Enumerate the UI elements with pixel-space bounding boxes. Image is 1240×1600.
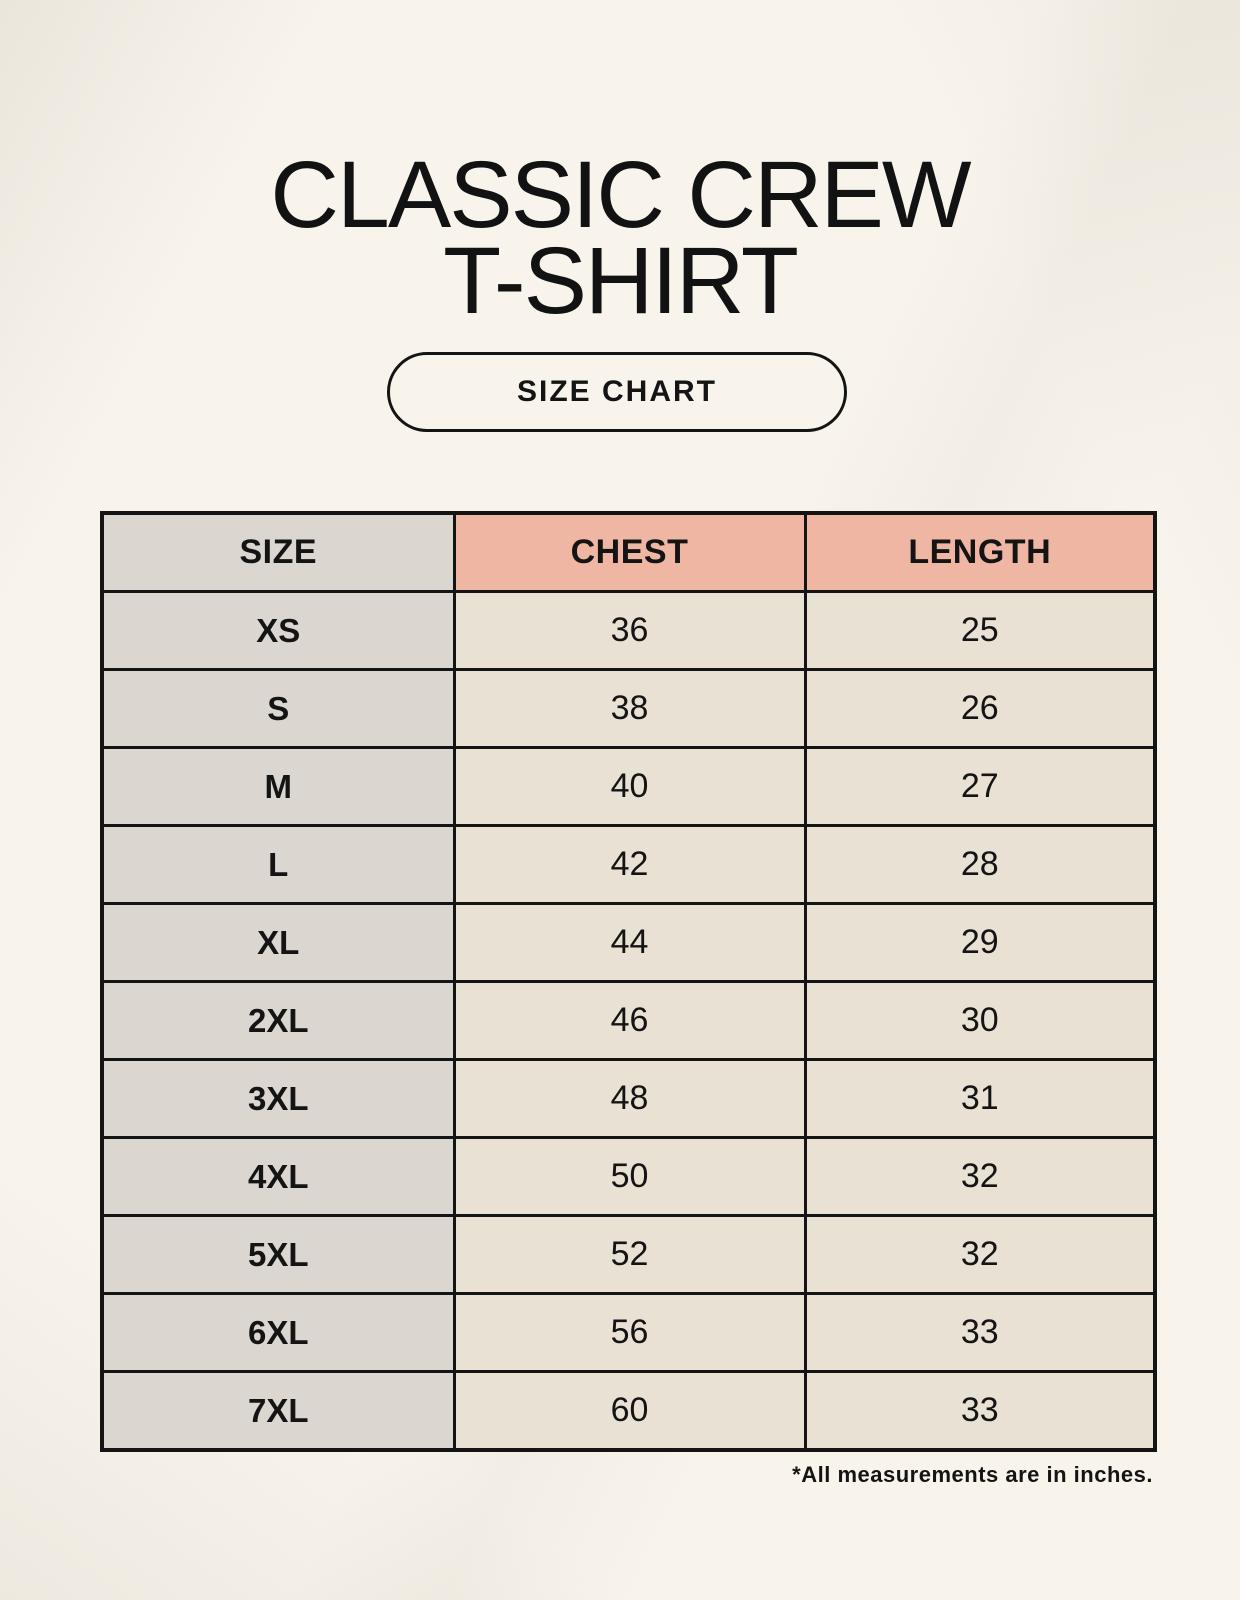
size-cell: XL — [100, 902, 456, 983]
chest-value: 44 — [452, 902, 807, 983]
chest-value: 56 — [452, 1292, 807, 1373]
header-chest: CHEST — [452, 511, 807, 593]
chest-value: 52 — [452, 1214, 807, 1295]
length-value: 31 — [803, 1058, 1157, 1139]
size-cell: 5XL — [100, 1214, 456, 1295]
chest-value: 60 — [452, 1370, 807, 1452]
header-size: SIZE — [100, 511, 456, 593]
table-row: 4XL 50 32 — [100, 1136, 1157, 1217]
chest-value: 48 — [452, 1058, 807, 1139]
page-title: CLASSIC CREW T-SHIRT — [0, 141, 1240, 335]
size-cell: L — [100, 824, 456, 905]
size-chart-button-label: SIZE CHART — [517, 375, 717, 408]
table-row: 2XL 46 30 — [100, 980, 1157, 1061]
length-value: 25 — [803, 590, 1157, 671]
size-cell: 7XL — [100, 1370, 456, 1452]
size-table: SIZE CHEST LENGTH XS 36 25 S 38 26 M 40 … — [100, 511, 1157, 1452]
table-row: S 38 26 — [100, 668, 1157, 749]
length-value: 29 — [803, 902, 1157, 983]
length-value: 33 — [803, 1292, 1157, 1373]
measurements-footnote: *All measurements are in inches. — [792, 1462, 1153, 1487]
table-row: 3XL 48 31 — [100, 1058, 1157, 1139]
table-header-row: SIZE CHEST LENGTH — [100, 511, 1157, 593]
size-cell: 6XL — [100, 1292, 456, 1373]
table-row: 7XL 60 33 — [100, 1370, 1157, 1452]
table-row: 5XL 52 32 — [100, 1214, 1157, 1295]
chest-value: 38 — [452, 668, 807, 749]
title-line-1: CLASSIC CREW — [270, 141, 971, 248]
title-line-2: T-SHIRT — [443, 228, 799, 335]
size-cell: XS — [100, 590, 456, 671]
chest-value: 50 — [452, 1136, 807, 1217]
table-row: XL 44 29 — [100, 902, 1157, 983]
size-cell: M — [100, 746, 456, 827]
length-value: 27 — [803, 746, 1157, 827]
size-cell: 4XL — [100, 1136, 456, 1217]
header-length: LENGTH — [803, 511, 1157, 593]
length-value: 32 — [803, 1214, 1157, 1295]
chest-value: 40 — [452, 746, 807, 827]
table-row: M 40 27 — [100, 746, 1157, 827]
length-value: 26 — [803, 668, 1157, 749]
length-value: 32 — [803, 1136, 1157, 1217]
chest-value: 36 — [452, 590, 807, 671]
table-row: XS 36 25 — [100, 590, 1157, 671]
size-chart-button[interactable]: SIZE CHART — [387, 352, 847, 432]
size-cell: 3XL — [100, 1058, 456, 1139]
table-row: L 42 28 — [100, 824, 1157, 905]
chest-value: 46 — [452, 980, 807, 1061]
length-value: 30 — [803, 980, 1157, 1061]
chest-value: 42 — [452, 824, 807, 905]
length-value: 33 — [803, 1370, 1157, 1452]
length-value: 28 — [803, 824, 1157, 905]
size-cell: 2XL — [100, 980, 456, 1061]
size-cell: S — [100, 668, 456, 749]
table-row: 6XL 56 33 — [100, 1292, 1157, 1373]
